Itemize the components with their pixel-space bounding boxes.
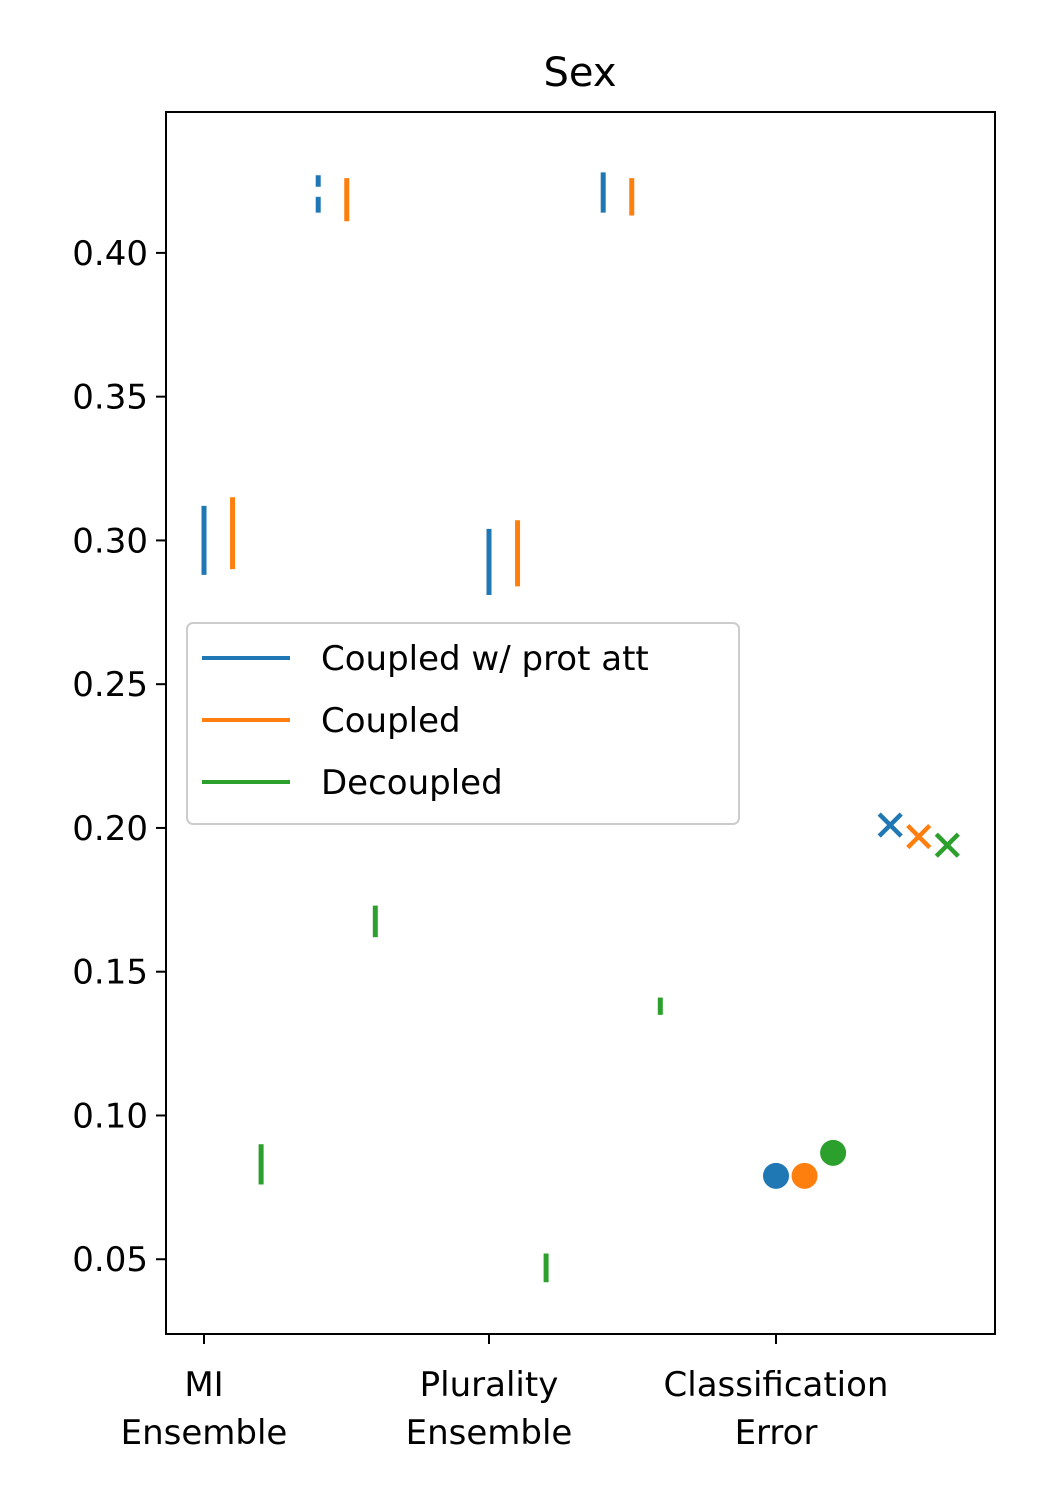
legend-label: Decoupled: [321, 763, 503, 803]
y-tick-label: 0.15: [72, 953, 148, 993]
x-tick-label: MI Ensemble: [121, 1365, 288, 1453]
plot-marks: [201, 172, 960, 1283]
cross-mark: [906, 823, 932, 850]
dot-mark: [820, 1139, 847, 1166]
cross-mark: [877, 812, 903, 838]
chart-title: Sex: [544, 50, 617, 96]
y-axis: 0.05 0.10 0.15 0.20 0.25 0.30 0.35 0.40: [72, 234, 166, 1280]
y-tick-label: 0.30: [72, 521, 148, 561]
legend-label: Coupled w/ prot att: [321, 639, 649, 679]
y-tick-label: 0.20: [72, 809, 148, 849]
y-tick-label: 0.25: [72, 665, 148, 705]
x-axis: MI Ensemble Plurality Ensemble Classificatio…: [121, 1334, 889, 1453]
y-tick-label: 0.35: [72, 378, 148, 418]
dot-mark: [791, 1162, 818, 1189]
x-tick-label: Classification Error: [664, 1365, 889, 1453]
legend-label: Coupled: [321, 701, 461, 741]
x-tick-label: Plurality Ensemble: [406, 1365, 573, 1453]
y-tick-label: 0.10: [72, 1096, 148, 1136]
y-tick-label: 0.05: [72, 1240, 148, 1280]
dot-mark: [763, 1162, 789, 1189]
legend-box: [186, 622, 740, 825]
legend: Coupled w/ prot att Coupled Decoupled: [186, 622, 740, 825]
y-tick-label: 0.40: [72, 234, 148, 274]
plot-frame: [165, 111, 996, 1335]
cross-mark: [934, 832, 960, 858]
